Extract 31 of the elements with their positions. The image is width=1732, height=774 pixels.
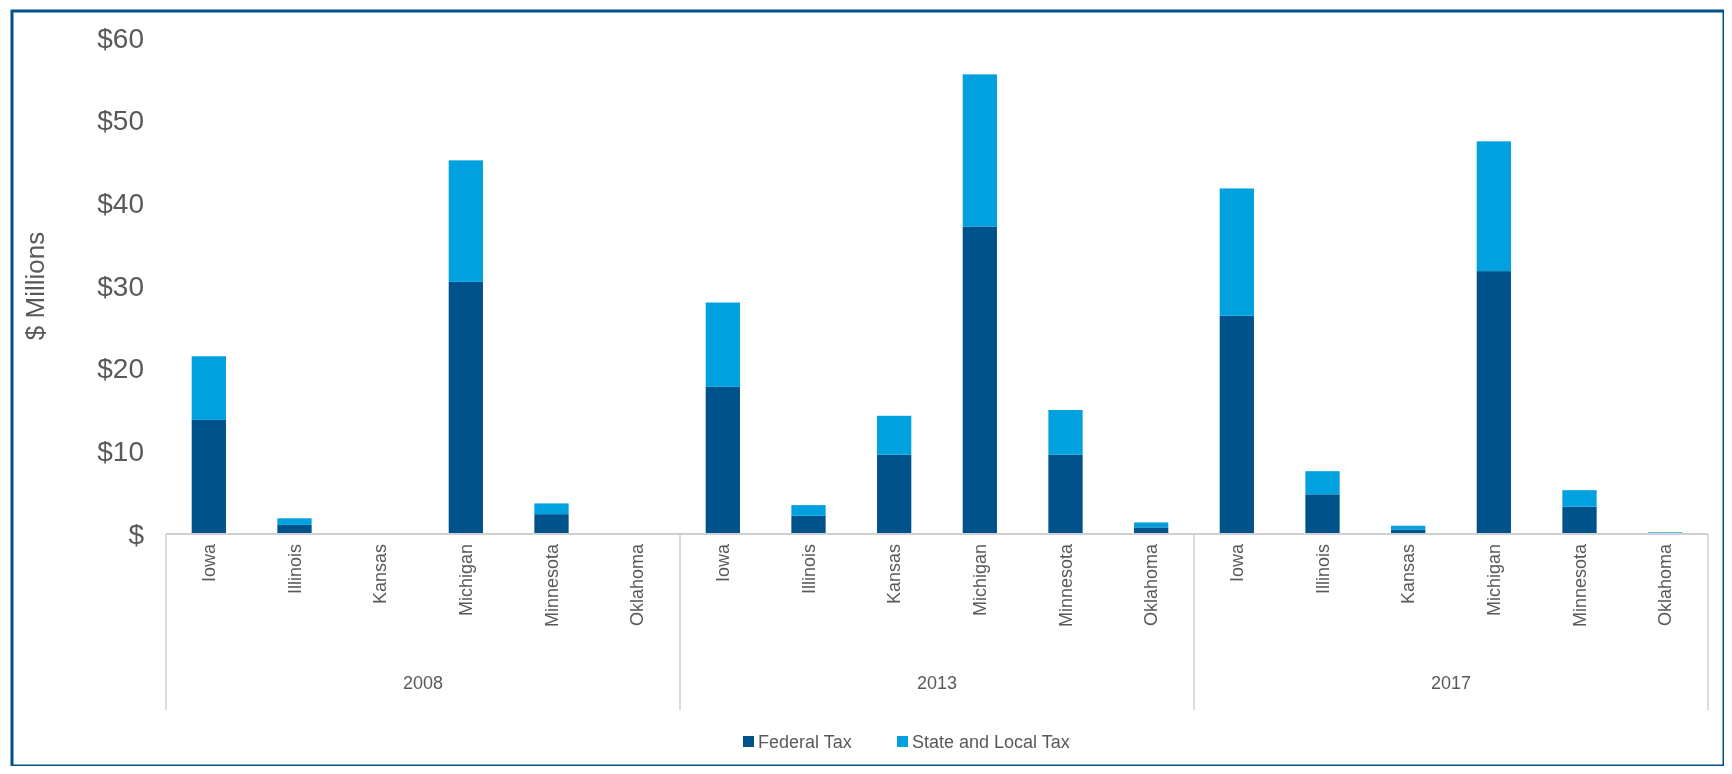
x-tick-label: Oklahoma bbox=[627, 543, 648, 627]
legend-label: Federal Tax bbox=[758, 732, 852, 753]
x-tick-label: Michigan bbox=[970, 544, 991, 617]
x-tick-label: Kansas bbox=[370, 544, 391, 605]
y-tick-label: $ bbox=[128, 518, 145, 550]
text: 2008 bbox=[402, 673, 444, 693]
x-tick-label: Iowa bbox=[713, 543, 734, 583]
x-tick-label: Minnesota bbox=[541, 543, 562, 628]
x-tick-label: Illinois bbox=[1312, 544, 1333, 595]
y-tick-label: $20 bbox=[97, 353, 144, 385]
text: 2017 bbox=[1430, 673, 1472, 693]
legend-label: State and Local Tax bbox=[912, 732, 1070, 753]
x-tick-label: Michigan bbox=[456, 544, 477, 617]
x-tick-label: Oklahoma bbox=[1141, 543, 1162, 627]
x-tick-label: Minnesota bbox=[1055, 543, 1076, 628]
y-tick-label: $60 bbox=[97, 22, 144, 54]
x-tick-label: Oklahoma bbox=[1655, 543, 1676, 627]
y-tick-label: $30 bbox=[97, 270, 144, 302]
x-tick-label: Iowa bbox=[199, 543, 220, 583]
x-tick-label: Michigan bbox=[1484, 544, 1505, 617]
x-tick-label: Kansas bbox=[1398, 544, 1419, 605]
text: 2013 bbox=[916, 673, 958, 693]
y-tick-label: $50 bbox=[97, 105, 144, 137]
x-tick-label: Illinois bbox=[284, 544, 305, 595]
x-tick-label: Minnesota bbox=[1569, 543, 1590, 628]
y-tick-label: $10 bbox=[97, 436, 144, 468]
x-tick-label: Iowa bbox=[1227, 543, 1248, 583]
y-tick-label: $40 bbox=[97, 188, 144, 220]
x-tick-label: Illinois bbox=[798, 544, 819, 595]
x-tick-label: Kansas bbox=[884, 544, 905, 605]
y-axis-title: $ Millions bbox=[20, 231, 50, 341]
